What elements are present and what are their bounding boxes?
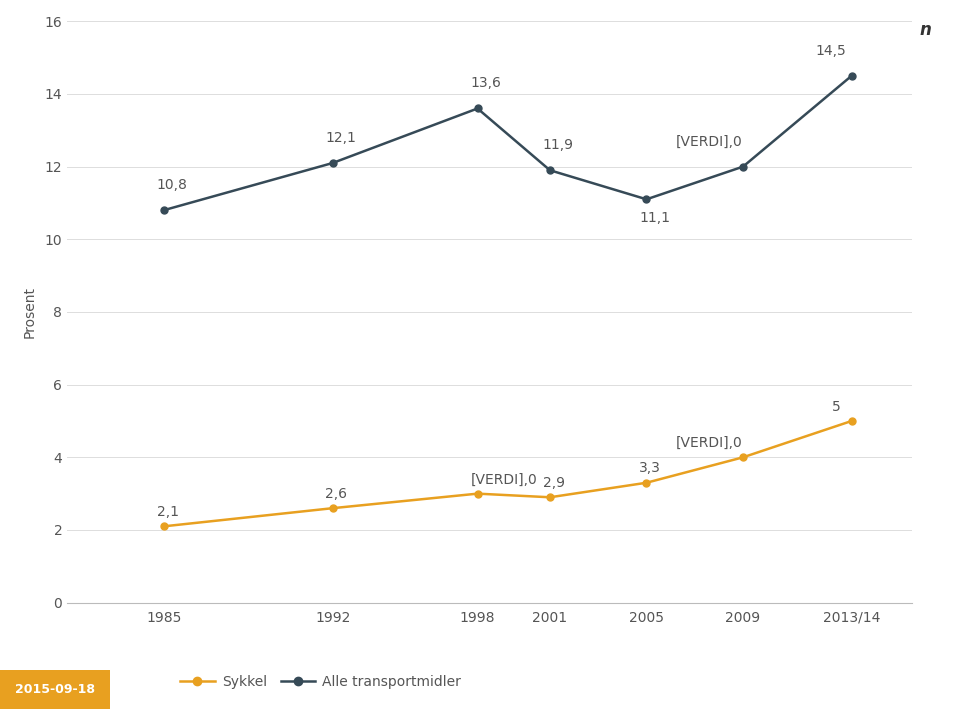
Text: 3,3: 3,3 — [639, 462, 661, 476]
Text: [VERDI],0: [VERDI],0 — [676, 135, 742, 148]
Text: 11,1: 11,1 — [639, 211, 670, 225]
Alle transportmidler — [544, 166, 556, 174]
Text: 2015-09-18: 2015-09-18 — [15, 683, 95, 696]
Text: 14,5: 14,5 — [815, 44, 846, 57]
Text: n: n — [920, 21, 931, 39]
Sykkel — [846, 417, 857, 425]
Alle transportmidler — [471, 104, 483, 113]
Sykkel — [544, 493, 556, 501]
Line: Sykkel: Sykkel — [160, 418, 855, 530]
Text: [VERDI],0: [VERDI],0 — [676, 436, 742, 450]
Text: 2,6: 2,6 — [325, 487, 348, 501]
Legend: Sykkel, Alle transportmidler: Sykkel, Alle transportmidler — [175, 669, 467, 695]
Text: 11,9: 11,9 — [542, 138, 574, 152]
Alle transportmidler — [327, 159, 339, 167]
Alle transportmidler — [846, 72, 857, 80]
Sykkel — [640, 479, 652, 487]
Sykkel — [327, 504, 339, 513]
Sykkel — [471, 489, 483, 498]
Alle transportmidler — [158, 206, 170, 214]
Bar — [0, 670, 110, 709]
Sykkel — [737, 453, 749, 462]
Text: [VERDI],0: [VERDI],0 — [470, 472, 537, 486]
Y-axis label: Prosent: Prosent — [22, 286, 36, 338]
Text: 2,9: 2,9 — [542, 476, 564, 490]
Text: 2,1: 2,1 — [156, 505, 179, 519]
Sykkel — [158, 522, 170, 530]
Alle transportmidler — [640, 195, 652, 203]
Line: Alle transportmidler: Alle transportmidler — [160, 72, 855, 213]
Text: 5: 5 — [832, 400, 841, 414]
Text: 13,6: 13,6 — [470, 77, 501, 90]
Text: 12,1: 12,1 — [325, 131, 356, 145]
Alle transportmidler — [737, 162, 749, 171]
Text: 10,8: 10,8 — [156, 178, 187, 192]
